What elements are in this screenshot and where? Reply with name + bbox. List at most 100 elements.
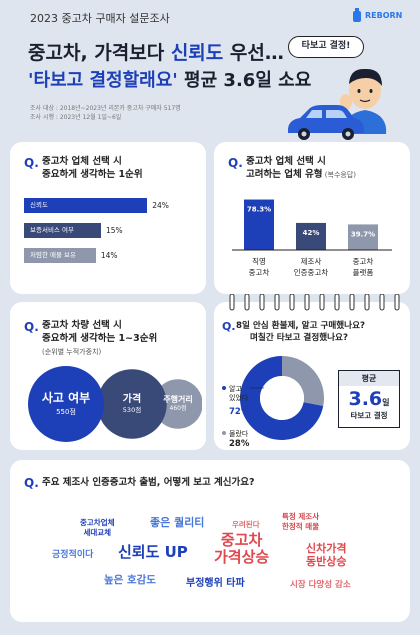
q5-word: 높은 호감도 — [104, 574, 156, 587]
q4-value-label: 28% — [229, 439, 250, 448]
q4-q-mark: Q. — [222, 320, 236, 333]
binder-ring — [274, 294, 280, 311]
q1-bar — [24, 248, 96, 263]
q2-bar — [296, 222, 326, 250]
q5-word: 중고차 가격상승 — [214, 532, 269, 566]
binder-ring — [379, 294, 385, 311]
page-subtitle: '타보고 결정할래요' 평균 3.6일 소요 — [28, 66, 311, 92]
q5-word: 긍정적이다 — [52, 550, 93, 561]
binder-ring — [304, 294, 310, 311]
brand-logo: REBORN — [352, 8, 402, 22]
subtitle-rest: 평균 3.6일 소요 — [177, 70, 312, 91]
speech-bubble-text: 타보고 결정! — [301, 41, 351, 51]
q1-bar-label: 저렴한 매물 보유 — [30, 251, 76, 259]
avg-box: 평균 3.6일 타보고 결정 — [338, 370, 400, 428]
q5-word: 시장 다양성 감소 — [290, 580, 351, 591]
q2-category-label: 중고차 — [249, 268, 270, 277]
q4-donut-slice — [282, 356, 324, 406]
q3-bubble — [97, 369, 167, 439]
q2-value-label: 39.7% — [351, 230, 375, 238]
q2-bar — [244, 199, 274, 250]
q1-bar-chart: 신뢰도 24% 보증서비스 여부 15% 저렴한 매물 보유 14% — [24, 198, 200, 284]
q5-card: Q. 주요 제조사 인증중고차 출범, 어떻게 보고 계신가요? 중고차업체 세대… — [10, 460, 410, 622]
q4-legend-dot — [222, 386, 226, 390]
q3-q-mark: Q. — [24, 320, 39, 334]
q5-word-line: 중고차 — [220, 531, 263, 549]
q3-card: Q. 중고차 차량 선택 시 중요하게 생각하는 1~3순위 (순위별 누적가중… — [10, 302, 206, 450]
q1-bar-label: 신뢰도 — [30, 201, 48, 209]
q3-bubble-label: 주행거리 — [163, 394, 192, 404]
q2-category-label: 중고차 — [353, 257, 374, 266]
binder-ring — [229, 294, 235, 311]
survey-meta-2: 조사 시행 : 2023년 12월 1일~6일 — [30, 114, 122, 121]
q1-value-label: 14% — [100, 251, 118, 260]
q3-bubble — [28, 366, 104, 442]
q3-bubble-value: 460점 — [170, 405, 187, 412]
q5-word: 중고차업체 세대교체 — [80, 518, 115, 537]
binder-ring — [289, 294, 295, 311]
avg-title: 평균 — [339, 371, 399, 386]
q2-title-note: (복수응답) — [322, 171, 356, 179]
car-illustration — [288, 105, 364, 140]
q1-card: Q. 중고차 업체 선택 시 중요하게 생각하는 1순위 신뢰도 24% 보증서비스… — [10, 142, 206, 294]
q2-value-label: 78.3% — [247, 206, 271, 214]
q5-word: 특정 제조사 한정적 매물 — [282, 512, 319, 531]
binder-ring — [244, 294, 250, 311]
q5-word: 좋은 퀄리티 — [150, 516, 204, 529]
q2-q-mark: Q. — [228, 156, 243, 170]
q4-legend-dot — [222, 431, 226, 435]
q2-bar — [348, 224, 378, 250]
q5-word-line: 신차가격 — [306, 542, 347, 555]
binder-ring — [349, 294, 355, 311]
q4-title: 8일 안심 환불제, 알고 구매했나요? 며칠간 타보고 결정했나요? — [236, 321, 365, 343]
q5-word-line: 우려된다 — [232, 520, 260, 529]
q5-word-line: 좋은 퀄리티 — [150, 516, 205, 529]
q3-note: (순위별 누적가중치) — [42, 348, 102, 356]
q1-value-label: 15% — [106, 226, 123, 235]
q3-bubble — [153, 379, 202, 429]
binder-ring — [394, 294, 400, 311]
binder-ring — [334, 294, 340, 311]
q2-value-label: 42% — [303, 229, 320, 237]
avg-value-row: 3.6일 — [339, 388, 399, 410]
q5-word: 우려된다 — [232, 520, 260, 530]
title-part1: 중고차, 가격보다 — [28, 42, 171, 64]
q1-title: 중고차 업체 선택 시 중요하게 생각하는 1순위 — [42, 156, 143, 180]
binder-rings — [229, 294, 400, 311]
q2-category-label: 제조사 — [301, 257, 322, 266]
q2-title: 중고차 업체 선택 시 고려하는 업체 유형 (복수응답) — [246, 156, 356, 180]
q2-category-label: 인증중고차 — [294, 267, 329, 277]
q3-bubble-value: 550점 — [56, 408, 76, 416]
q5-word-line: 가격상승 — [214, 548, 270, 566]
q5-word-line: 신뢰도 UP — [118, 543, 188, 561]
title-part2: 우선… — [223, 42, 284, 64]
q3-title: 중고차 차량 선택 시 중요하게 생각하는 1~3순위 — [42, 320, 158, 344]
binder-ring — [364, 294, 370, 311]
q3-bubble-label: 가격 — [123, 392, 141, 405]
q5-word-line: 동반상승 — [306, 555, 347, 568]
binder-ring — [319, 294, 325, 311]
q5-word-line: 부정행위 타파 — [186, 578, 245, 589]
bottle-icon — [353, 8, 361, 22]
page-title: 중고차, 가격보다 신뢰도 우선… — [28, 38, 284, 65]
q3-bubble-value: 530점 — [123, 406, 141, 414]
q5-q-mark: Q. — [24, 476, 39, 490]
q5-word: 부정행위 타파 — [186, 578, 245, 590]
q5-word-line: 시장 다양성 감소 — [290, 580, 351, 590]
title-highlight: 신뢰도 — [170, 42, 224, 64]
q5-word-line: 높은 호감도 — [104, 574, 156, 586]
q2-card: Q. 중고차 업체 선택 시 고려하는 업체 유형 (복수응답) 78.3% 직영… — [214, 142, 410, 294]
q5-word: 신차가격 동반상승 — [306, 542, 346, 568]
q1-bar — [24, 198, 148, 213]
avg-value: 3.6 — [348, 388, 383, 410]
survey-label: 2023 중고차 구매자 설문조사 — [30, 12, 170, 25]
q2-category-label: 플랫폼 — [353, 267, 374, 277]
q2-category-label: 직영 — [252, 256, 266, 266]
q4-card: Q. 8일 안심 환불제, 알고 구매했나요? 며칠간 타보고 결정했나요? 알… — [214, 294, 410, 450]
q4-category-label: 알고 — [229, 384, 242, 393]
q4-category-label: 몰랐다 — [229, 429, 249, 438]
q1-value-label: 24% — [152, 201, 169, 210]
subtitle-highlight: '타보고 결정할래요' — [28, 70, 178, 91]
